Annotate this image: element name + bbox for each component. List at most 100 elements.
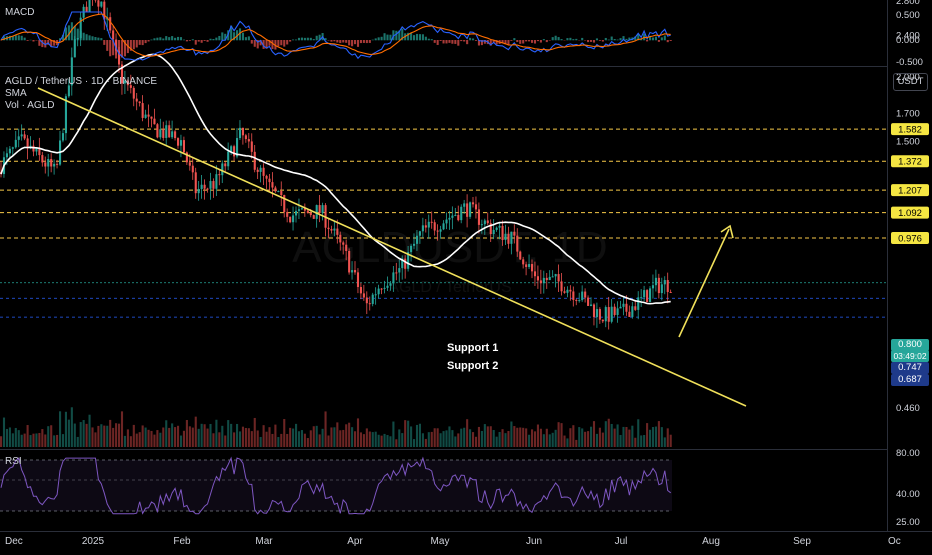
volume-bar [162,427,164,447]
candle-body [558,274,560,281]
macd-hist-bar [655,37,657,41]
volume-bar [236,424,238,447]
volume-bar [77,437,79,447]
volume-bar [351,427,353,447]
macd-hist-bar [333,40,335,41]
candle-body [204,185,206,189]
volume-bar [65,412,67,447]
volume-bar [292,429,294,447]
symbol-title[interactable]: AGLD / TetherUS · 1D · BINANCE [5,76,157,87]
volume-bar [319,434,321,447]
candle-body [280,191,282,195]
candle-body [504,234,506,240]
macd-hist-bar [625,39,627,40]
volume-bar [18,430,20,447]
time-axis-tick: Aug [702,536,720,547]
volume-bar [153,435,155,447]
macd-hist-bar [171,36,173,40]
volume-bar [614,429,616,447]
candle-body [342,242,344,244]
volume-bar [555,430,557,447]
volume-bar [622,427,624,447]
volume-bar [581,428,583,447]
volume-bar [112,428,114,447]
macd-hist-bar [510,40,512,41]
volume-bar [620,435,622,447]
macd-hist-bar [366,40,368,43]
volume-bar [457,433,459,447]
volume-bar [617,424,619,447]
volume-bar [59,411,61,447]
volume-bar [94,432,96,447]
candle-body [292,215,294,222]
candle-body [9,149,11,154]
candle-body [32,146,34,152]
candle-body [239,128,241,138]
candle-body [139,102,141,104]
volume-bar [419,424,421,447]
volume-bar [478,427,480,447]
volume-bar [372,432,374,447]
volume-bar [602,433,604,447]
candle-body [109,17,111,30]
macd-hist-bar [569,38,571,40]
volume-bar [336,422,338,447]
macd-title[interactable]: MACD [5,7,34,18]
volume-bar [578,427,580,447]
volume-bar [159,433,161,447]
macd-hist-bar [91,36,93,40]
candle-body [381,289,383,290]
time-axis-tick: Jun [526,536,542,547]
volume-bar [307,438,309,447]
candle-body [230,146,232,151]
candle-body [443,223,445,229]
macd-hist-bar [106,40,108,51]
volume-bar [454,436,456,447]
candle-body [316,205,318,219]
volume-bar [127,429,129,447]
volume-bar [342,430,344,447]
volume-bar [625,427,627,447]
volume-bar [62,434,64,447]
candle-body [327,228,329,229]
macd-hist-bar [590,40,592,42]
macd-signal-line [1,14,671,56]
candle-body [47,159,49,167]
volume-bar [425,439,427,447]
volume-bar [631,426,633,447]
price-axis-tick: 2.800 [896,0,920,7]
volume-bar [215,420,217,447]
candle-body [625,304,627,312]
candle-body [552,276,554,277]
volume-bar [27,425,29,447]
volume-bar [378,435,380,447]
volume-bar [198,429,200,447]
candle-body [519,252,521,260]
rsi-title[interactable]: RSI [5,456,22,467]
candle-body [637,297,639,310]
volume-bar [12,433,14,447]
macd-hist-bar [475,40,477,41]
candle-body [617,308,619,315]
volume-bar [89,415,91,447]
macd-hist-bar [375,38,377,40]
candle-body [422,225,424,231]
volume-legend[interactable]: Vol · AGLD [5,100,54,111]
descending-trendline[interactable] [38,88,746,406]
macd-hist-bar [466,40,468,44]
sma-legend[interactable]: SMA [5,88,27,99]
currency-button[interactable]: USDT [893,73,928,91]
macd-hist-bar [543,39,545,40]
volume-bar [469,429,471,447]
macd-hist-bar [354,40,356,44]
candle-body [392,272,394,283]
macd-hist-bar [395,31,397,41]
candles[interactable] [0,0,672,329]
volume-bar [86,424,88,447]
macd-hist-bar [516,40,518,42]
macd-hist-bar [522,40,524,44]
candle-body [440,229,442,231]
volume-bar [177,426,179,447]
macd-hist-bar [103,40,105,45]
